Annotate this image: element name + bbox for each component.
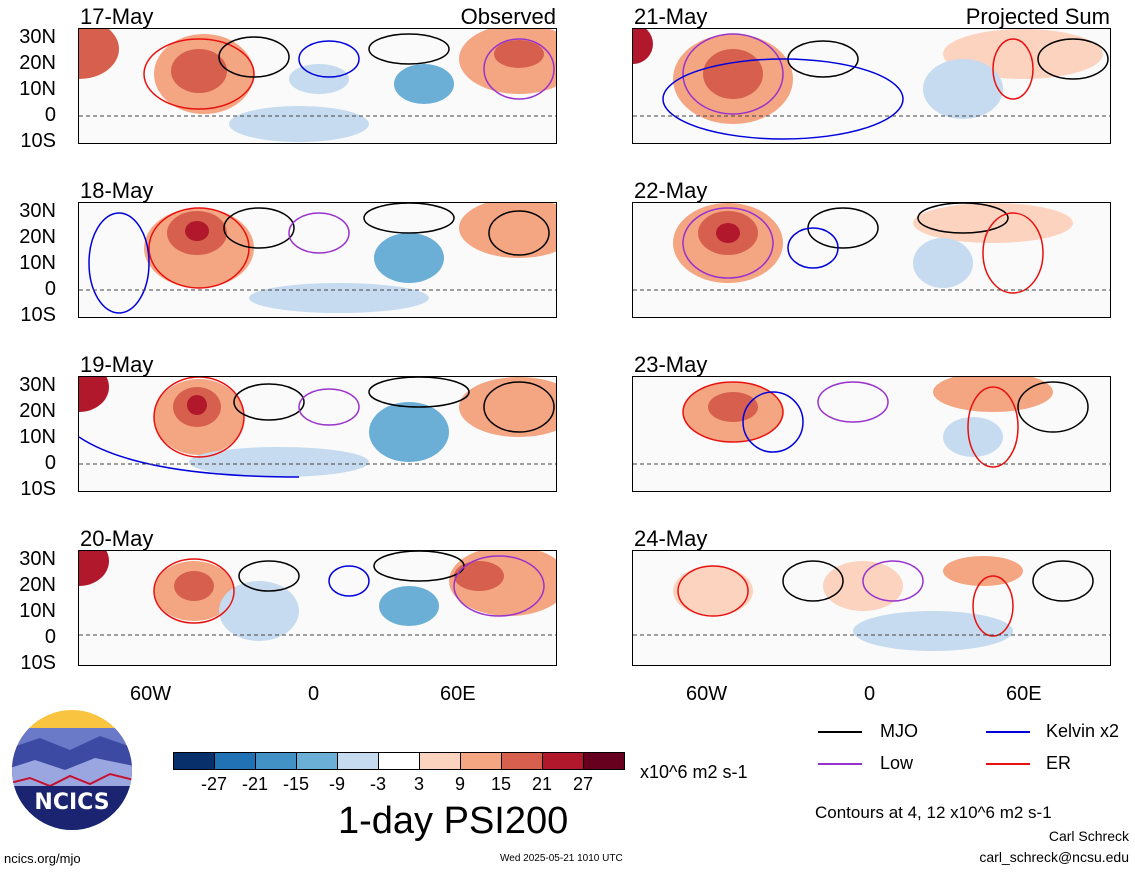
lon-label: 0 bbox=[308, 683, 320, 705]
lat-label: 0 bbox=[44, 278, 56, 300]
lat-label: 0 bbox=[44, 104, 56, 126]
colorbar-swatch bbox=[583, 752, 625, 770]
map-field bbox=[79, 377, 556, 491]
lat-label: 30N bbox=[19, 548, 56, 570]
colorbar-tick: 9 bbox=[454, 774, 465, 794]
projected-header: Projected Sum bbox=[965, 4, 1110, 29]
map-plot bbox=[632, 550, 1111, 666]
colorbar-tick: 27 bbox=[572, 774, 594, 794]
panel-date: 19-May bbox=[80, 352, 154, 377]
author: Carl Schreck bbox=[1048, 828, 1129, 844]
email: carl_schreck@ncsu.edu bbox=[979, 849, 1129, 865]
lat-label: 10S bbox=[20, 478, 56, 500]
lat-label: 0 bbox=[44, 626, 56, 648]
lon-label: 0 bbox=[864, 683, 876, 705]
observed-header: Observed bbox=[460, 4, 556, 29]
panel-observed-1: 17-May Observed bbox=[78, 4, 620, 164]
colorbar-tick: -15 bbox=[282, 774, 309, 794]
timestamp: Wed 2025-05-21 1010 UTC bbox=[500, 853, 623, 864]
lat-label: 10N bbox=[19, 426, 56, 448]
contour-note: Contours at 4, 12 x10^6 m2 s-1 bbox=[815, 803, 1052, 822]
lat-label: 0 bbox=[44, 452, 56, 474]
site-link[interactable]: ncics.org/mjo bbox=[4, 851, 81, 866]
colorbar-tick: -21 bbox=[241, 774, 268, 794]
legend-label-mjo: MJO bbox=[880, 721, 918, 741]
map-plot bbox=[78, 202, 557, 318]
logo-icon bbox=[12, 710, 132, 830]
panel-date: 18-May bbox=[80, 178, 154, 203]
lat-label: 20N bbox=[19, 226, 56, 248]
colorbar-swatch bbox=[296, 752, 338, 770]
map-plot bbox=[632, 28, 1111, 144]
panel-projected-3: 23-May bbox=[632, 352, 1135, 512]
ncics-logo: NCICS bbox=[10, 708, 134, 832]
legend-label-low: Low bbox=[880, 753, 914, 773]
colorbar-swatch bbox=[214, 752, 256, 770]
colorbar-swatch bbox=[419, 752, 461, 770]
lat-label: 30N bbox=[19, 374, 56, 396]
lat-label: 20N bbox=[19, 52, 56, 74]
lon-label: 60E bbox=[1006, 683, 1042, 705]
lat-label: 10S bbox=[20, 652, 56, 674]
colorbar-tick: 15 bbox=[490, 774, 512, 794]
colorbar-tick: 3 bbox=[413, 774, 424, 794]
colorbar-tick: -3 bbox=[369, 774, 386, 794]
panel-date: 22-May bbox=[634, 178, 708, 203]
panel-date: 21-May bbox=[634, 4, 708, 29]
colorbar-swatch bbox=[173, 752, 215, 770]
map-field bbox=[633, 203, 1110, 317]
panel-date: 20-May bbox=[80, 526, 154, 551]
panel-projected-1: 21-May Projected Sum bbox=[632, 4, 1135, 164]
lat-label: 30N bbox=[19, 200, 56, 222]
legend-line-kelvin bbox=[986, 731, 1030, 733]
lon-label: 60W bbox=[130, 683, 172, 705]
map-plot bbox=[78, 376, 557, 492]
colorbar-swatch bbox=[460, 752, 502, 770]
colorbar-swatch bbox=[501, 752, 543, 770]
lat-label: 10N bbox=[19, 252, 56, 274]
lat-label: 10S bbox=[20, 130, 56, 152]
map-plot bbox=[78, 550, 557, 666]
map-field bbox=[79, 551, 556, 665]
panel-observed-2: 18-May bbox=[78, 178, 620, 338]
panel-date: 17-May bbox=[80, 4, 154, 29]
colorbar-tick: -9 bbox=[328, 774, 345, 794]
lon-label: 60W bbox=[686, 683, 728, 705]
lat-label: 10N bbox=[19, 600, 56, 622]
panel-observed-3: 19-May bbox=[78, 352, 620, 512]
legend-line-mjo bbox=[818, 731, 862, 733]
panel-date: 23-May bbox=[634, 352, 708, 377]
colorbar-swatch bbox=[337, 752, 379, 770]
lat-label: 30N bbox=[19, 26, 56, 48]
lat-label: 20N bbox=[19, 574, 56, 596]
map-plot bbox=[632, 376, 1111, 492]
colorbar-tick: 21 bbox=[531, 774, 553, 794]
lat-label: 10S bbox=[20, 304, 56, 326]
logo-text: NCICS bbox=[34, 790, 110, 815]
map-field bbox=[633, 377, 1110, 491]
map-plot bbox=[78, 28, 557, 144]
legend-line-low bbox=[818, 763, 862, 765]
colorbar-units: x10^6 m2 s-1 bbox=[640, 762, 748, 782]
map-plot bbox=[632, 202, 1111, 318]
colorbar-swatch bbox=[378, 752, 420, 770]
map-field bbox=[633, 29, 1110, 143]
main-title: 1-day PSI200 bbox=[338, 800, 569, 842]
lat-label: 10N bbox=[19, 78, 56, 100]
legend-label-er: ER bbox=[1046, 753, 1072, 773]
panel-projected-4: 24-May bbox=[632, 526, 1135, 686]
lon-label: 60E bbox=[440, 683, 476, 705]
panel-observed-4: 20-May bbox=[78, 526, 620, 686]
map-field bbox=[633, 551, 1110, 665]
panel-projected-2: 22-May bbox=[632, 178, 1135, 338]
colorbar-swatch bbox=[542, 752, 584, 770]
map-field bbox=[79, 203, 556, 317]
legend-line-er bbox=[986, 763, 1030, 765]
legend-label-kelvin: Kelvin x2 bbox=[1046, 721, 1120, 741]
lat-label: 20N bbox=[19, 400, 56, 422]
panel-date: 24-May bbox=[634, 526, 708, 551]
colorbar-swatch bbox=[255, 752, 297, 770]
map-field bbox=[79, 29, 556, 143]
colorbar-tick: -27 bbox=[200, 774, 227, 794]
